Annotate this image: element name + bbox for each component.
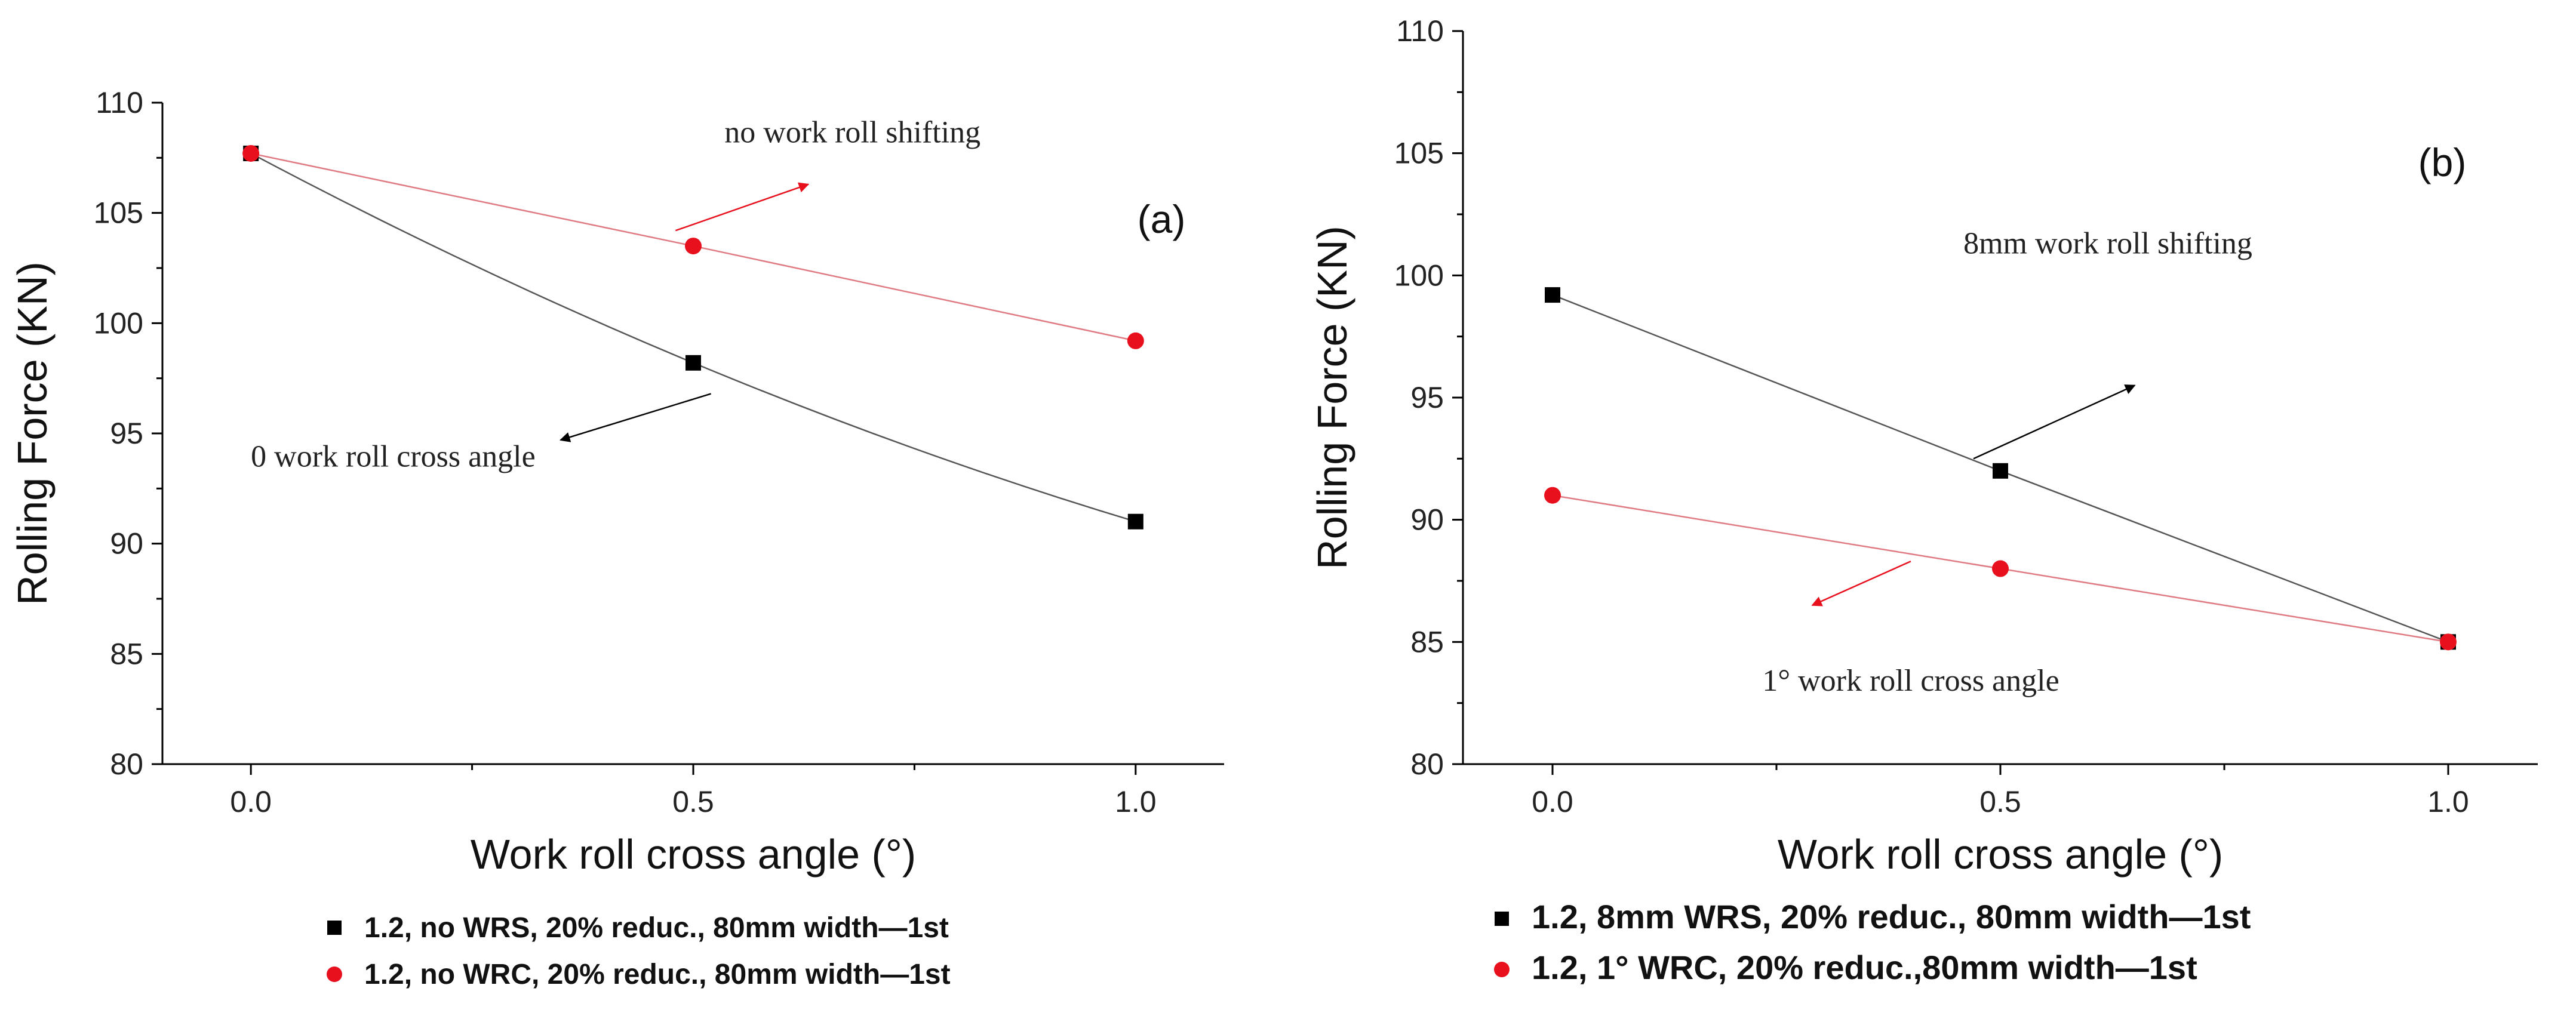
b-annotation-arrow (1973, 384, 2136, 460)
a-y-tick-label: 110 (96, 86, 143, 119)
a-series-1-point (1127, 513, 1143, 530)
a-legend-marker-1 (327, 921, 342, 935)
a-y-tick-label: 105 (94, 196, 143, 230)
a-x-tick-label: 0.5 (672, 785, 714, 818)
b-panel-label: (b) (2418, 140, 2467, 184)
b-legend-label-1: 1.2, 8mm WRS, 20% reduc., 80mm width—1st (1532, 898, 2251, 935)
b-x-tick-label: 0.5 (1979, 785, 2021, 818)
a-series-1-point (686, 355, 701, 371)
b-series-2-point (1992, 560, 2009, 577)
b-y-tick-label: 90 (1410, 503, 1444, 537)
b-x-tick-label: 1.0 (2427, 785, 2469, 818)
a-annotation-arrow (675, 182, 810, 232)
a-annotation-arrow (560, 393, 712, 442)
a-legend-label-1: 1.2, no WRS, 20% reduc., 80mm width—1st (364, 912, 949, 944)
chart-a: 80 85 90 95 100 105 110 0.0 0.5 1.0 Work roll cros… (9, 86, 1224, 990)
a-y-axis-title: Rolling Force (KN) (9, 261, 56, 605)
a-legend-marker-2 (327, 966, 342, 982)
b-legend-marker-1 (1495, 912, 1509, 926)
b-x-tick-label: 0.0 (1532, 785, 1573, 818)
b-y-tick-label: 95 (1410, 381, 1444, 414)
b-y-axis-title: Rolling Force (KN) (1309, 226, 1355, 570)
b-series-2-point (2440, 633, 2457, 651)
a-y-tick-label: 90 (110, 527, 143, 561)
a-y-tick-label: 80 (110, 747, 143, 781)
b-x-axis-title: Work roll cross angle (°) (1778, 831, 2223, 878)
a-legend-label-2: 1.2, no WRC, 20% reduc., 80mm width—1st (364, 959, 951, 990)
a-x-tick-label: 1.0 (1115, 785, 1157, 818)
a-x-axis-title: Work roll cross angle (°) (471, 831, 916, 878)
a-y-tick-label: 85 (110, 637, 143, 670)
a-panel-label: (a) (1138, 197, 1186, 241)
b-annotation-text: 1° work roll cross angle (1762, 664, 2059, 698)
a-series-2-point (1127, 332, 1144, 349)
b-y-tick-label: 105 (1394, 137, 1444, 170)
a-y-tick-label: 100 (94, 306, 143, 340)
b-y-tick-label: 80 (1410, 747, 1444, 781)
a-series-2-point (685, 238, 702, 255)
a-x-tick-label: 0.0 (230, 785, 272, 818)
b-series-1-point (1545, 287, 1560, 303)
chart-b: 80 85 90 95 100 105 110 0.0 0.5 1.0 Work roll cros… (1309, 14, 2538, 986)
b-annotation-arrow (1811, 561, 1911, 607)
a-y-tick-label: 95 (110, 417, 143, 450)
b-y-tick-label: 85 (1410, 625, 1444, 658)
b-legend-label-2: 1.2, 1° WRC, 20% reduc.,80mm width—1st (1532, 949, 2197, 986)
b-annotation-text: 8mm work roll shifting (1963, 226, 2252, 260)
b-series-2-point (1544, 487, 1561, 504)
b-series-1-point (1993, 463, 2008, 479)
a-annotation-text: 0 work roll cross angle (251, 439, 536, 473)
b-y-tick-label: 100 (1394, 258, 1444, 292)
b-y-tick-label: 110 (1396, 14, 1444, 48)
a-annotation-text: no work roll shifting (724, 115, 980, 149)
a-series-2-point (242, 144, 260, 162)
b-legend-marker-2 (1494, 962, 1510, 977)
